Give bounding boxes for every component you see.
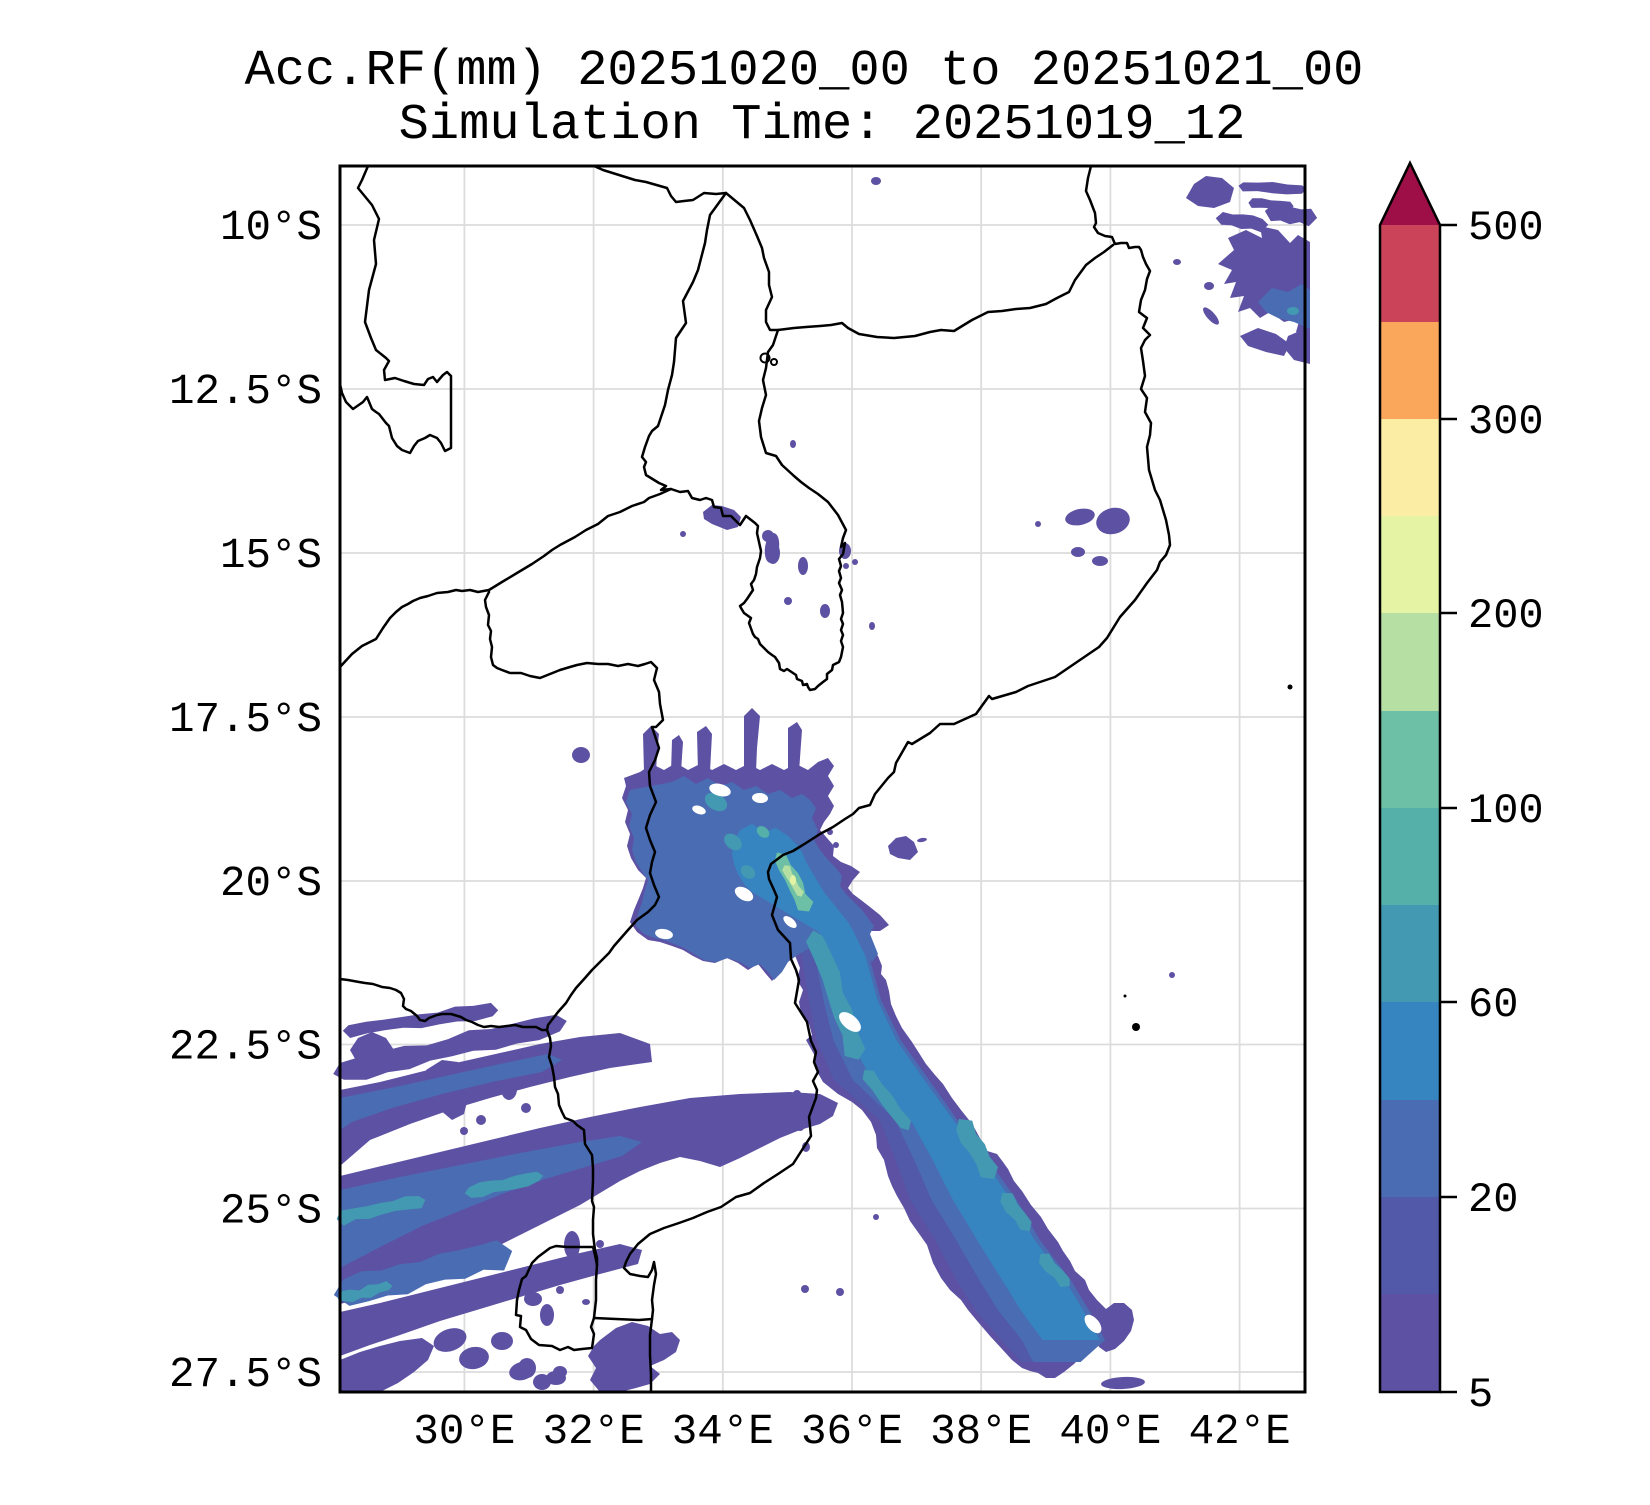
svg-text:40°E: 40°E — [1059, 1408, 1161, 1456]
svg-text:Simulation Time: 20251019_12: Simulation Time: 20251019_12 — [399, 97, 1246, 154]
svg-text:200: 200 — [1468, 592, 1544, 640]
svg-text:38°E: 38°E — [930, 1408, 1032, 1456]
svg-text:100: 100 — [1468, 787, 1544, 835]
svg-text:17.5°S: 17.5°S — [169, 696, 322, 744]
svg-text:34°E: 34°E — [672, 1408, 774, 1456]
svg-text:27.5°S: 27.5°S — [169, 1351, 322, 1399]
svg-text:25°S: 25°S — [220, 1188, 322, 1236]
svg-text:32°E: 32°E — [543, 1408, 645, 1456]
svg-text:5: 5 — [1468, 1371, 1493, 1419]
svg-text:36°E: 36°E — [801, 1408, 903, 1456]
svg-text:15°S: 15°S — [220, 532, 322, 580]
svg-text:42°E: 42°E — [1189, 1408, 1291, 1456]
svg-text:20°S: 20°S — [220, 860, 322, 908]
svg-text:300: 300 — [1468, 398, 1544, 446]
svg-text:Acc.RF(mm) 20251020_00 to 2025: Acc.RF(mm) 20251020_00 to 20251021_00 — [245, 43, 1364, 100]
svg-text:12.5°S: 12.5°S — [169, 368, 322, 416]
svg-text:22.5°S: 22.5°S — [169, 1024, 322, 1072]
svg-text:30°E: 30°E — [413, 1408, 515, 1456]
svg-text:10°S: 10°S — [220, 204, 322, 252]
svg-text:20: 20 — [1468, 1176, 1518, 1224]
svg-text:60: 60 — [1468, 981, 1518, 1029]
svg-text:500: 500 — [1468, 204, 1544, 252]
